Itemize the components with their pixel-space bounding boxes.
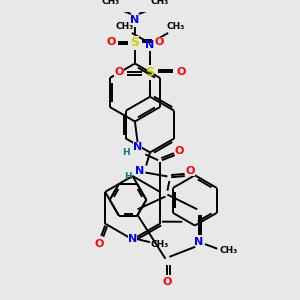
Text: H: H	[122, 148, 130, 157]
Text: CH₃: CH₃	[101, 0, 120, 6]
Text: O: O	[114, 68, 124, 77]
Text: O: O	[176, 68, 186, 77]
Text: CH₃: CH₃	[166, 22, 184, 31]
Text: N: N	[135, 166, 144, 176]
Text: O: O	[186, 167, 195, 176]
Text: O: O	[94, 239, 104, 249]
Text: N: N	[130, 15, 140, 25]
Text: H: H	[124, 172, 132, 181]
Text: CH₃: CH₃	[116, 22, 134, 31]
Text: N: N	[128, 234, 137, 244]
Text: O: O	[163, 277, 172, 287]
Text: N: N	[194, 237, 204, 247]
Text: N: N	[146, 40, 154, 50]
Text: O: O	[106, 37, 116, 47]
Text: S: S	[146, 66, 154, 79]
Text: CH₃: CH₃	[151, 240, 169, 249]
Text: O: O	[154, 37, 164, 47]
Text: S: S	[130, 36, 140, 49]
Text: O: O	[175, 146, 184, 155]
Text: N: N	[133, 142, 142, 152]
Text: CH₃: CH₃	[220, 246, 238, 255]
Text: CH₃: CH₃	[150, 0, 168, 6]
